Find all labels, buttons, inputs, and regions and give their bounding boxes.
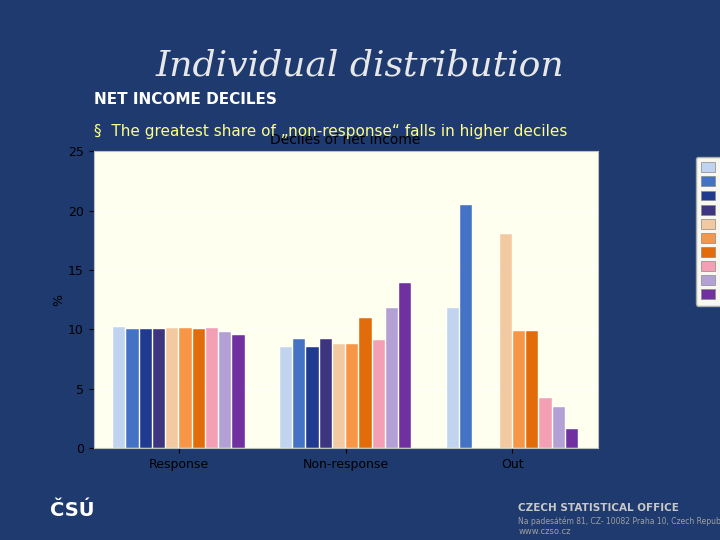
Bar: [386, 308, 398, 448]
Text: Individual distribution: Individual distribution: [156, 49, 564, 83]
Bar: [500, 234, 512, 448]
Bar: [193, 329, 205, 448]
Bar: [566, 429, 578, 448]
Bar: [306, 347, 318, 448]
Bar: [539, 399, 552, 448]
Text: NET INCOME DECILES: NET INCOME DECILES: [94, 92, 276, 107]
Text: ČSÚ: ČSÚ: [50, 501, 94, 520]
Bar: [320, 339, 332, 448]
Bar: [179, 328, 192, 448]
Bar: [166, 328, 179, 448]
Bar: [359, 318, 372, 448]
Bar: [140, 329, 152, 448]
Text: Na padesátém 81, CZ- 10082 Praha 10, Czech Republic: Na padesátém 81, CZ- 10082 Praha 10, Cze…: [518, 516, 720, 526]
Bar: [153, 329, 165, 448]
Bar: [373, 340, 385, 448]
Bar: [206, 328, 218, 448]
Bar: [233, 335, 245, 448]
Bar: [399, 283, 411, 448]
Bar: [446, 308, 459, 448]
Text: CZECH STATISTICAL OFFICE: CZECH STATISTICAL OFFICE: [518, 503, 679, 512]
Bar: [460, 205, 472, 448]
Bar: [113, 327, 125, 448]
Bar: [126, 329, 138, 448]
Title: Deciles of net income: Deciles of net income: [271, 133, 420, 147]
Bar: [333, 343, 345, 448]
Bar: [280, 347, 292, 448]
Bar: [293, 339, 305, 448]
Text: www.czso.cz: www.czso.cz: [518, 528, 571, 536]
Bar: [513, 330, 525, 448]
Bar: [553, 407, 565, 448]
Bar: [219, 332, 231, 448]
Text: §  The greatest share of „non-response“ falls in higher deciles: § The greatest share of „non-response“ f…: [94, 124, 567, 139]
Legend: 1, 2, 3, 4, 5, 6, 7, 8, 9, 10: 1, 2, 3, 4, 5, 6, 7, 8, 9, 10: [696, 157, 720, 306]
Bar: [526, 330, 539, 448]
Bar: [346, 343, 359, 448]
Y-axis label: %: %: [53, 294, 66, 306]
